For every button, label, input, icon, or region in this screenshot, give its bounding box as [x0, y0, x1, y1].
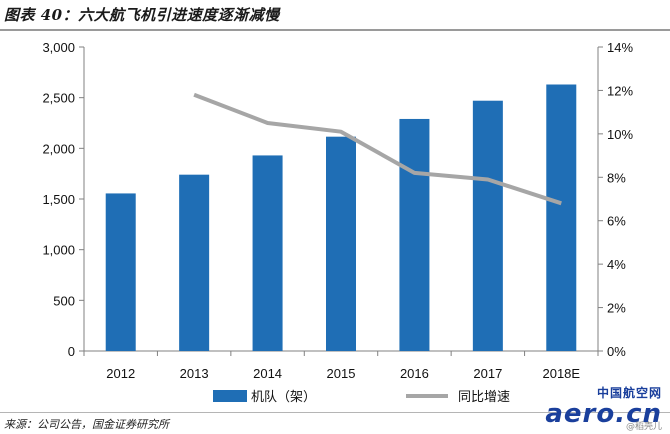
- legend-label-bar: 机队（架）: [251, 389, 316, 404]
- y-right-tick-label: 14%: [607, 40, 633, 55]
- title-divider: [0, 29, 670, 31]
- x-tick-label: 2012: [106, 366, 135, 381]
- y-left-tick-label: 1,500: [42, 192, 75, 207]
- x-tick-label: 2018E: [542, 366, 580, 381]
- y-right-tick-label: 10%: [607, 127, 633, 142]
- y-right-tick-label: 2%: [607, 301, 626, 316]
- tick-labels: 0 500 1,000 1,500 2,000 2,500 3,000 0% 2% 4% 6% 8% 1…: [42, 40, 633, 381]
- line-series: [193, 92, 562, 206]
- y-right-tick-label: 0%: [607, 344, 626, 359]
- x-tick-label: 2013: [180, 366, 209, 381]
- chart: 0 500 1,000 1,500 2,000 2,500 3,000 0% 2% 4% 6% 8% 1…: [42, 40, 633, 404]
- legend: 机队（架） 同比增速: [213, 389, 510, 404]
- watermark-top-text: 中国航空网: [596, 386, 662, 400]
- y-right-tick-label: 8%: [607, 170, 626, 185]
- y-right-tick-label: 4%: [607, 257, 626, 272]
- chart-title: 图表 40：六大航飞机引进速度逐渐减慢: [4, 6, 280, 24]
- source-note: 来源：公司公告，国金证券研究所: [4, 418, 169, 431]
- watermark-main-text: aero.cn: [545, 399, 662, 429]
- bar: [252, 155, 283, 351]
- y-left-tick-label: 2,000: [42, 141, 75, 156]
- bar: [105, 193, 136, 351]
- footer-divider: [0, 412, 670, 413]
- bar: [399, 118, 430, 352]
- y-right-tick-label: 6%: [607, 214, 626, 229]
- watermark-logo: 中国航空网 aero.cn: [545, 384, 662, 427]
- y-right-tick-label: 12%: [607, 83, 633, 98]
- x-tick-label: 2015: [327, 366, 356, 381]
- bar: [326, 136, 356, 351]
- y-left-tick-label: 2,500: [42, 91, 75, 106]
- legend-swatch-bar: [213, 390, 247, 402]
- x-tick-label: 2014: [253, 366, 282, 381]
- y-left-tick-label: 3,000: [42, 40, 75, 55]
- x-tick-label: 2017: [473, 366, 502, 381]
- watermark-sub-text: @稻壳儿: [625, 422, 662, 432]
- legend-label-line: 同比增速: [458, 389, 510, 404]
- y-left-tick-label: 500: [53, 293, 75, 308]
- bar: [546, 84, 577, 351]
- y-left-tick-label: 0: [68, 344, 75, 359]
- growth-line: [193, 92, 562, 206]
- x-tick-label: 2016: [400, 366, 429, 381]
- bar: [179, 174, 210, 351]
- y-left-tick-label: 1,000: [42, 243, 75, 258]
- bar: [472, 100, 503, 351]
- bar-series: [105, 84, 577, 352]
